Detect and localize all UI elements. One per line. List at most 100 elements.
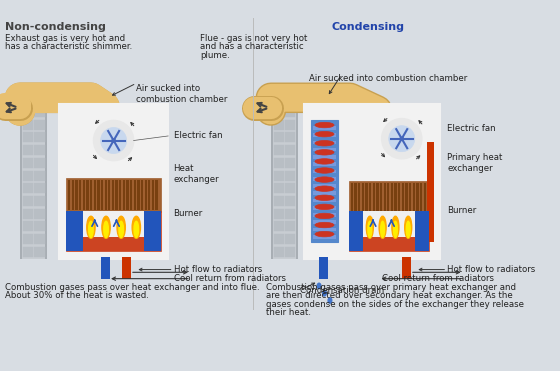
Bar [312, 170, 337, 173]
Bar [144, 211, 161, 252]
Ellipse shape [328, 298, 332, 303]
Bar [358, 183, 361, 214]
Ellipse shape [315, 131, 334, 137]
Text: Condensing: Condensing [332, 22, 405, 32]
Bar [312, 184, 337, 188]
Bar [285, 158, 295, 168]
Ellipse shape [117, 216, 125, 238]
Bar [23, 145, 33, 155]
Bar [414, 211, 429, 252]
Text: About 30% of the heat is wasted.: About 30% of the heat is wasted. [6, 291, 150, 301]
Circle shape [97, 124, 130, 157]
Bar [23, 171, 33, 181]
Bar [72, 180, 74, 210]
Bar [83, 211, 144, 237]
Bar [312, 199, 337, 202]
Bar [274, 196, 284, 206]
Bar [402, 257, 411, 279]
Bar [152, 180, 154, 210]
Bar [312, 228, 337, 232]
Text: Air sucked into
combustion chamber: Air sucked into combustion chamber [136, 84, 228, 104]
Bar [34, 119, 45, 129]
Bar [285, 221, 295, 232]
Text: Combustion gases pass over primary heat exchanger and: Combustion gases pass over primary heat … [267, 283, 516, 292]
Bar [427, 142, 435, 242]
Bar [130, 180, 132, 210]
Bar [156, 180, 158, 210]
Text: Flue - gas is not very hot: Flue - gas is not very hot [200, 34, 307, 43]
Circle shape [385, 122, 418, 155]
Ellipse shape [315, 141, 334, 146]
Bar [23, 119, 33, 129]
Bar [23, 132, 33, 142]
Bar [34, 183, 45, 193]
Bar [34, 234, 45, 244]
Bar [405, 183, 408, 214]
Circle shape [94, 121, 134, 161]
Bar [402, 183, 404, 214]
Bar [34, 247, 45, 257]
Bar [391, 183, 393, 214]
Bar [23, 196, 33, 206]
Ellipse shape [379, 216, 386, 238]
Bar [312, 141, 337, 144]
Bar [34, 145, 45, 155]
Bar [285, 101, 295, 104]
Bar [34, 158, 45, 168]
Bar [22, 99, 34, 259]
Ellipse shape [104, 221, 108, 237]
Bar [83, 180, 85, 210]
Bar [312, 177, 337, 181]
Bar [274, 209, 284, 219]
Text: Burner: Burner [174, 209, 203, 218]
Text: Hot flow to radiators: Hot flow to radiators [174, 265, 262, 274]
Text: Primary heat
exchanger: Primary heat exchanger [447, 153, 502, 173]
Text: are then directed over secondary heat exchanger. As the: are then directed over secondary heat ex… [267, 291, 513, 301]
Text: Exhaust gas is very hot and: Exhaust gas is very hot and [6, 34, 125, 43]
Bar [122, 257, 132, 279]
Bar [349, 211, 429, 252]
Ellipse shape [315, 168, 334, 173]
Bar [416, 183, 418, 214]
Ellipse shape [366, 216, 374, 238]
Text: Condensation drain: Condensation drain [300, 286, 384, 295]
Bar [285, 132, 295, 142]
Bar [312, 220, 337, 224]
Bar [23, 107, 33, 117]
Bar [354, 183, 357, 214]
Circle shape [389, 126, 415, 152]
Bar [66, 211, 161, 252]
Bar [274, 183, 284, 193]
Bar [94, 180, 96, 210]
Text: and has a characteristic: and has a characteristic [200, 42, 304, 51]
Ellipse shape [381, 221, 385, 237]
Bar [285, 196, 295, 206]
Bar [394, 183, 396, 214]
Bar [274, 171, 284, 181]
Text: Heat
exchanger: Heat exchanger [174, 164, 219, 184]
Bar [420, 183, 422, 214]
Bar [59, 104, 168, 259]
Ellipse shape [132, 216, 141, 238]
Bar [123, 180, 125, 210]
Bar [274, 101, 284, 104]
Bar [285, 234, 295, 244]
Ellipse shape [394, 221, 398, 237]
Bar [387, 183, 389, 214]
Bar [312, 133, 337, 137]
Circle shape [382, 119, 422, 159]
Bar [349, 211, 363, 252]
Text: their heat.: their heat. [267, 308, 311, 317]
Bar [351, 183, 353, 214]
Circle shape [112, 139, 115, 142]
Bar [271, 99, 298, 259]
Bar [304, 104, 440, 259]
Bar [423, 183, 426, 214]
Bar [285, 145, 295, 155]
Bar [349, 181, 429, 216]
Bar [144, 180, 147, 210]
Bar [312, 235, 337, 239]
Text: Cool return from radiators: Cool return from radiators [174, 274, 286, 283]
Ellipse shape [315, 195, 334, 200]
Bar [273, 99, 285, 259]
